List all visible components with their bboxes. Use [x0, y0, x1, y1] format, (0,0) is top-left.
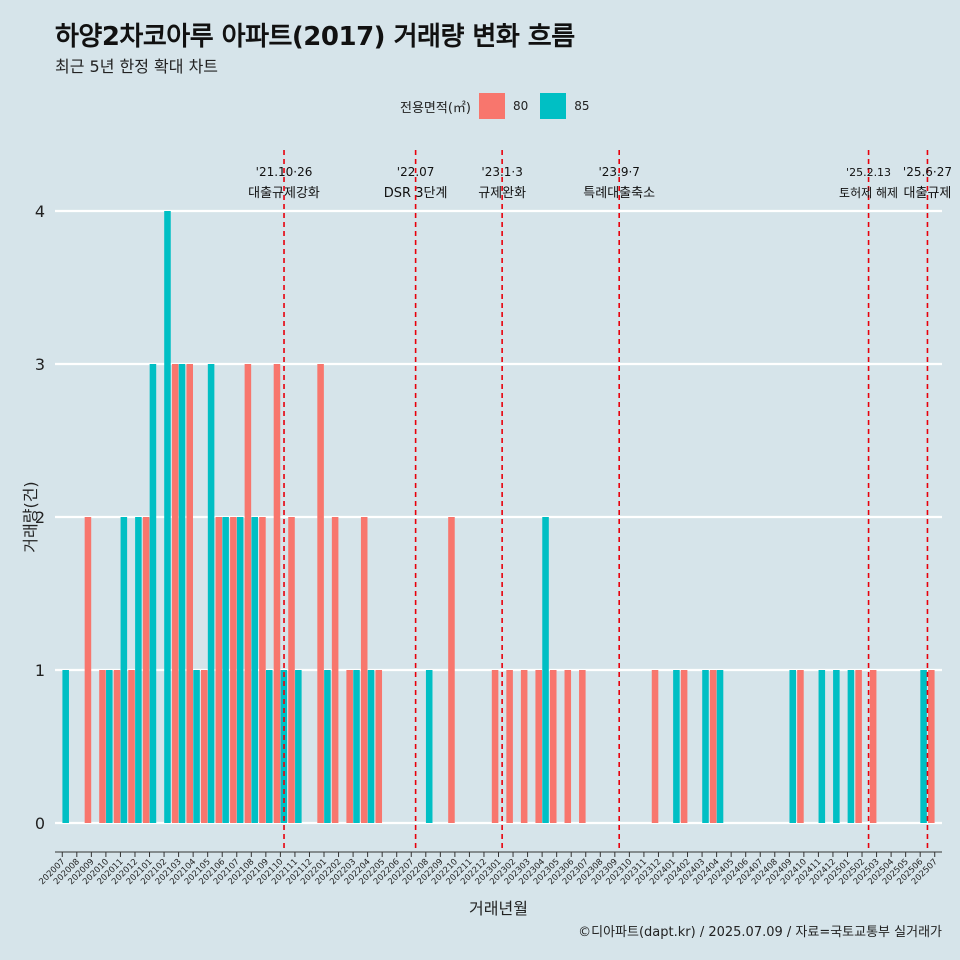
bar-80-202110	[273, 364, 281, 823]
bar-80-202201	[317, 364, 324, 823]
legend-label-85: 85	[574, 99, 590, 113]
y-tick-label-1: 1	[35, 661, 45, 680]
chart-subtitle: 최근 5년 한정 확대 차트	[55, 57, 219, 76]
bar-80-202502	[855, 670, 862, 823]
x-axis-title: 거래년월	[469, 899, 528, 918]
y-axis-title: 거래량(건)	[21, 481, 40, 552]
bar-80-202104	[186, 364, 193, 823]
legend-label-80: 80	[512, 99, 529, 113]
bar-85-202104	[193, 670, 200, 823]
legend: 전용면적(㎡) 80 85	[400, 93, 602, 119]
bar-85-202011	[120, 517, 128, 823]
bar-80-202009	[84, 517, 92, 823]
bar-80-202204	[360, 517, 368, 823]
event-label-0: 대출규제강화	[248, 186, 320, 201]
bar-85-202201	[324, 670, 331, 823]
event-label-1: DSR 3단계	[384, 186, 448, 201]
event-date-3: '23.9·7	[598, 165, 639, 179]
legend-swatch-80	[478, 93, 505, 119]
bar-85-202403	[702, 670, 709, 823]
bar-80-202303	[520, 670, 528, 823]
bar-85-202304	[542, 517, 549, 823]
event-date-1: '22.07	[397, 165, 435, 179]
y-tick-label-0: 0	[35, 814, 45, 833]
bar-80-202312	[651, 670, 659, 823]
bar-80-202101	[142, 517, 150, 823]
bar-80-202404	[709, 670, 717, 823]
bar-85-202105	[207, 364, 215, 823]
bar-85-202107	[236, 517, 244, 823]
bar-80-202507	[928, 670, 935, 823]
bar-85-202409	[789, 670, 797, 823]
event-date-0: '21.10·26	[256, 165, 313, 179]
event-label-3: 특례대출축소	[583, 186, 655, 201]
bar-85-202412	[833, 670, 840, 823]
bar-80-202107	[230, 517, 237, 823]
y-tick-label-4: 4	[35, 202, 45, 221]
bar-80-202205	[375, 670, 383, 823]
bar-85-202007	[62, 670, 69, 823]
bar-85-202106	[222, 517, 229, 823]
legend-item-85: 85	[540, 93, 595, 119]
bar-85-202204	[367, 670, 375, 823]
bar-85-202111	[295, 670, 302, 823]
bar-80-202103	[171, 364, 179, 823]
bar-80-202111	[288, 517, 295, 823]
event-date-2: '23.1·3	[481, 165, 522, 179]
bar-80-202410	[797, 670, 804, 823]
bar-80-202306	[564, 670, 572, 823]
bar-85-202102	[164, 211, 171, 823]
bar-85-202108	[251, 517, 258, 823]
event-label-2: 규제완화	[478, 186, 526, 201]
legend-title: 전용면적(㎡)	[400, 100, 471, 116]
bar-80-202301	[491, 670, 499, 823]
bar-80-202304	[535, 670, 542, 823]
legend-item-80: 80	[478, 93, 534, 119]
bar-85-202411	[818, 670, 826, 823]
bar-80-202105	[200, 670, 208, 823]
event-label-5: 대출규제	[904, 186, 952, 201]
bar-80-202503	[869, 670, 877, 823]
event-date-4: '25.2.13	[846, 166, 891, 179]
bar-80-202203	[346, 670, 353, 823]
bar-85-202010	[106, 670, 113, 823]
bar-80-202302	[506, 670, 513, 823]
bar-80-202108	[244, 364, 252, 823]
source-caption: ©디아파트(dapt.kr) / 2025.07.09 / 자료=국토교통부 실…	[578, 925, 942, 940]
y-tick-label-2: 2	[35, 508, 45, 527]
bar-85-202208	[425, 670, 433, 823]
bar-85-202506	[920, 670, 927, 823]
bar-80-202307	[579, 670, 586, 823]
legend-swatch-85	[540, 93, 567, 119]
bar-80-202202	[331, 517, 339, 823]
bar-80-202010	[99, 670, 106, 823]
bar-85-202101	[149, 364, 157, 823]
bar-85-202103	[178, 364, 186, 823]
bar-85-202404	[716, 670, 724, 823]
y-tick-label-3: 3	[35, 355, 45, 374]
bar-85-202012	[135, 517, 142, 823]
bar-80-202305	[549, 670, 557, 823]
bar-80-202210	[448, 517, 455, 823]
bar-85-202501	[847, 670, 855, 823]
bar-85-202203	[353, 670, 360, 823]
bar-80-202012	[128, 670, 135, 823]
bar-80-202106	[215, 517, 223, 823]
bar-80-202109	[259, 517, 266, 823]
chart-title: 하양2차코아루 아파트(2017) 거래량 변화 흐름	[55, 22, 575, 52]
bar-80-202402	[680, 670, 688, 823]
bar-80-202011	[113, 670, 121, 823]
bar-85-202401	[673, 670, 680, 823]
event-label-4: 토허제 해제	[839, 186, 898, 200]
event-date-5: '25.6·27	[903, 165, 952, 179]
bar-85-202109	[265, 670, 273, 823]
